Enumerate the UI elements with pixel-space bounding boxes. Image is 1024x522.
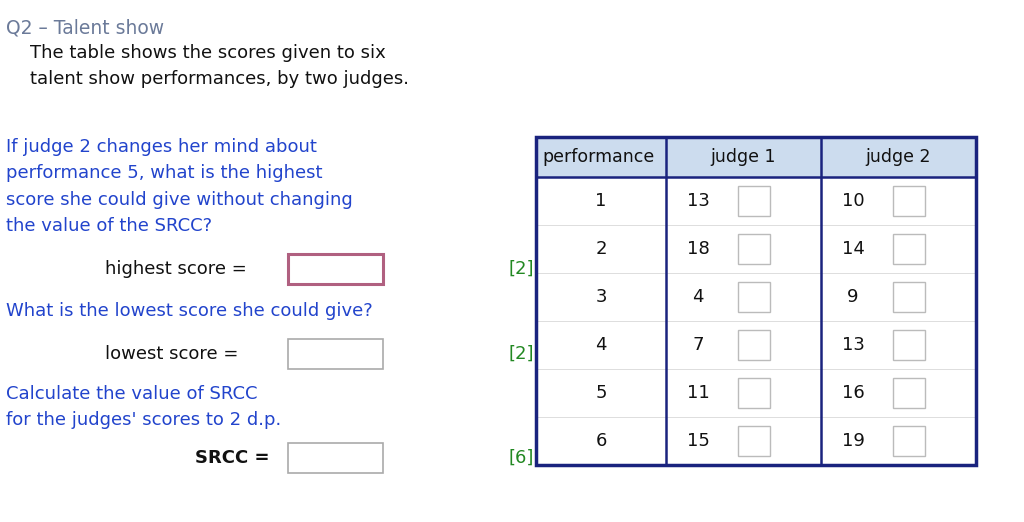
FancyBboxPatch shape bbox=[893, 186, 925, 216]
Text: 14: 14 bbox=[842, 240, 864, 258]
FancyBboxPatch shape bbox=[893, 330, 925, 360]
Text: 6: 6 bbox=[595, 432, 606, 450]
Text: lowest score =: lowest score = bbox=[105, 345, 239, 363]
FancyBboxPatch shape bbox=[893, 426, 925, 456]
FancyBboxPatch shape bbox=[738, 426, 770, 456]
Text: What is the lowest score she could give?: What is the lowest score she could give? bbox=[6, 302, 373, 320]
FancyBboxPatch shape bbox=[738, 186, 770, 216]
FancyBboxPatch shape bbox=[738, 234, 770, 264]
Text: SRCC =: SRCC = bbox=[195, 449, 269, 467]
Text: 11: 11 bbox=[687, 384, 710, 402]
FancyBboxPatch shape bbox=[288, 254, 383, 284]
FancyBboxPatch shape bbox=[893, 234, 925, 264]
Text: 7: 7 bbox=[692, 336, 703, 354]
Text: 19: 19 bbox=[842, 432, 864, 450]
Text: 15: 15 bbox=[686, 432, 710, 450]
FancyBboxPatch shape bbox=[738, 330, 770, 360]
Text: [6]: [6] bbox=[508, 449, 534, 467]
Text: 18: 18 bbox=[687, 240, 710, 258]
FancyBboxPatch shape bbox=[893, 282, 925, 312]
Text: 9: 9 bbox=[847, 288, 859, 306]
Text: 4: 4 bbox=[595, 336, 607, 354]
FancyBboxPatch shape bbox=[288, 339, 383, 369]
Text: 16: 16 bbox=[842, 384, 864, 402]
Bar bbox=[536, 137, 976, 465]
FancyBboxPatch shape bbox=[893, 378, 925, 408]
Text: performance: performance bbox=[542, 148, 654, 166]
Bar bbox=[536, 177, 976, 465]
Text: If judge 2 changes her mind about
performance 5, what is the highest
score she c: If judge 2 changes her mind about perfor… bbox=[6, 138, 352, 235]
Text: judge 1: judge 1 bbox=[711, 148, 776, 166]
Text: 5: 5 bbox=[595, 384, 607, 402]
Text: Calculate the value of SRCC
for the judges' scores to 2 d.p.: Calculate the value of SRCC for the judg… bbox=[6, 385, 282, 430]
FancyBboxPatch shape bbox=[738, 282, 770, 312]
Text: The table shows the scores given to six
talent show performances, by two judges.: The table shows the scores given to six … bbox=[30, 44, 409, 88]
Text: 10: 10 bbox=[842, 192, 864, 210]
FancyBboxPatch shape bbox=[738, 378, 770, 408]
Text: highest score =: highest score = bbox=[105, 260, 247, 278]
Text: 4: 4 bbox=[692, 288, 703, 306]
Text: 1: 1 bbox=[595, 192, 606, 210]
Text: judge 2: judge 2 bbox=[865, 148, 931, 166]
Text: 13: 13 bbox=[842, 336, 864, 354]
Bar bbox=[536, 137, 976, 177]
Text: Q2 – Talent show: Q2 – Talent show bbox=[6, 18, 164, 37]
FancyBboxPatch shape bbox=[288, 443, 383, 473]
Text: 3: 3 bbox=[595, 288, 607, 306]
Text: 13: 13 bbox=[686, 192, 710, 210]
Text: [2]: [2] bbox=[508, 345, 534, 363]
Text: 2: 2 bbox=[595, 240, 607, 258]
Text: [2]: [2] bbox=[508, 260, 534, 278]
